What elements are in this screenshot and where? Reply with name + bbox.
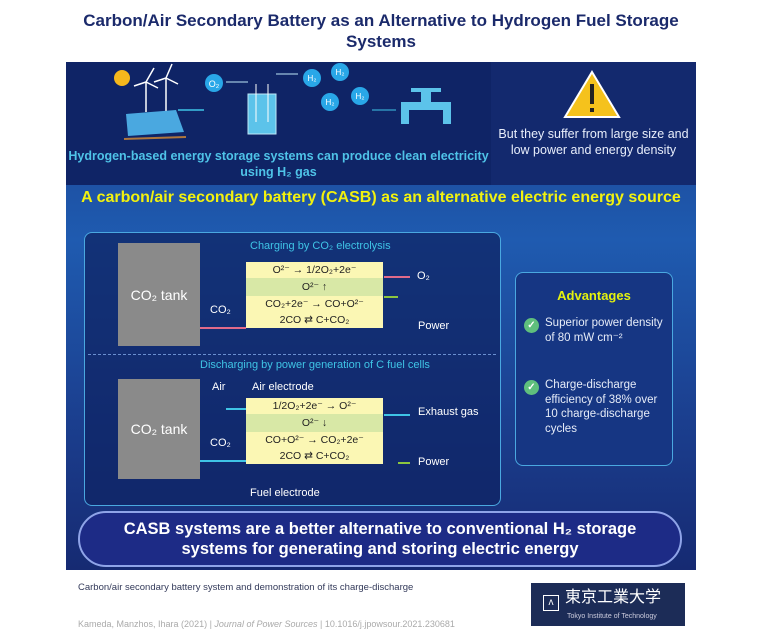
ion-flow: O²⁻ ↓	[246, 414, 383, 432]
logo-english: Tokyo Institute of Technology	[567, 613, 657, 620]
o2-output-arrow	[384, 276, 410, 278]
advantages-box	[515, 272, 673, 466]
reaction-anode: O²⁻ → 1/2O₂+2e⁻	[272, 264, 357, 276]
divider	[88, 354, 496, 356]
electrolyzer-icon	[247, 84, 277, 135]
authors: Kameda, Manzhos, Ihara (2021)	[78, 619, 208, 629]
warning-icon	[563, 70, 621, 118]
ion-flow: O²⁻ ↑	[246, 278, 383, 296]
reaction-anode: CO+O²⁻ → CO₂+2e⁻	[265, 434, 364, 446]
co2-input-label: CO₂	[210, 304, 231, 316]
citation: Kameda, Manzhos, Ihara (2021) | Journal …	[78, 619, 455, 629]
hydrogen-description: Hydrogen-based energy storage systems ca…	[68, 149, 489, 179]
co2-input-arrow	[200, 327, 246, 329]
h2-label: H₂	[308, 74, 317, 83]
journal: Journal of Power Sources	[214, 619, 318, 629]
hydrogen-section: O₂ H₂ H₂ H₂ H₂	[66, 62, 491, 185]
co2-tank-charging: CO₂ tank	[118, 243, 200, 346]
advantages-title: Advantages	[557, 288, 631, 303]
discharging-title: Discharging by power generation of C fue…	[200, 359, 430, 371]
o2-label: O₂	[209, 79, 220, 89]
air-electrode-label: Air electrode	[252, 381, 314, 393]
doi: 10.1016/j.jpowsour.2021.230681	[324, 619, 455, 629]
sun-icon	[114, 70, 130, 86]
h2-label: H₂	[356, 92, 365, 101]
co2-output-label: CO₂	[210, 437, 231, 449]
air-label: Air	[212, 381, 226, 393]
exhaust-arrow	[384, 414, 410, 416]
reaction-cathode: 1/2O₂+2e⁻ → O²⁻	[272, 400, 357, 412]
logo-japanese: 東京工業大学	[565, 589, 662, 606]
check-icon: ✓	[524, 380, 539, 395]
discharging-cell: 1/2O₂+2e⁻ → O²⁻ O²⁻ ↓ CO+O²⁻ → CO₂+2e⁻ 2…	[246, 398, 383, 464]
air-input-arrow	[226, 408, 246, 410]
power-input-arrow	[384, 296, 398, 298]
conclusion-banner: CASB systems are a better alternative to…	[78, 511, 682, 567]
paper-title: Carbon/air secondary battery system and …	[78, 582, 414, 593]
h2-bubbles-icon: H₂ H₂ H₂ H₂	[303, 63, 369, 111]
check-icon: ✓	[524, 318, 539, 333]
fuel-electrode-label: Fuel electrode	[250, 487, 320, 499]
power-output-arrow	[398, 462, 410, 464]
reaction-boudouard: 2CO ⇄ C+CO₂	[279, 314, 350, 326]
o2-output-label: O₂	[417, 270, 430, 282]
power-label-charging: Power	[418, 320, 450, 332]
casb-heading: A carbon/air secondary battery (CASB) as…	[81, 189, 681, 206]
co2-output-arrow	[200, 460, 246, 462]
h2-label: H₂	[336, 68, 345, 77]
hydrogen-illustration: O₂ H₂ H₂ H₂ H₂	[114, 63, 451, 140]
reaction-boudouard: 2CO ⇄ C+CO₂	[279, 450, 350, 462]
power-label-discharging: Power	[418, 456, 450, 468]
h2-label: H₂	[326, 98, 335, 107]
co2-tank-discharging: CO₂ tank	[118, 379, 200, 479]
warning-section	[491, 62, 696, 185]
infographic-title: Carbon/Air Secondary Battery as an Alter…	[83, 11, 679, 51]
advantage-item: Charge-discharge efficiency of 38% over …	[545, 379, 658, 435]
o2-bubble-icon: O₂	[205, 74, 223, 92]
charging-cell: O²⁻ → 1/2O₂+2e⁻ O²⁻ ↑ CO₂+2e⁻ → CO+O²⁻ 2…	[246, 262, 383, 328]
tokyo-tech-logo: ʌ 東京工業大学 Tokyo Institute of Technology	[531, 583, 685, 626]
reaction-cathode: CO₂+2e⁻ → CO+O²⁻	[265, 298, 364, 310]
pipe-valve-icon	[401, 88, 451, 124]
solar-panel-icon	[123, 110, 187, 140]
charging-title: Charging by CO₂ electrolysis	[250, 240, 391, 252]
warning-text: But they suffer from large size and low …	[498, 127, 689, 157]
wind-turbine-icon	[133, 63, 179, 112]
logo-emblem-icon: ʌ	[543, 595, 559, 611]
advantage-item: Superior power density of 80 mW cm⁻²	[545, 317, 663, 344]
exhaust-label: Exhaust gas	[418, 406, 479, 418]
